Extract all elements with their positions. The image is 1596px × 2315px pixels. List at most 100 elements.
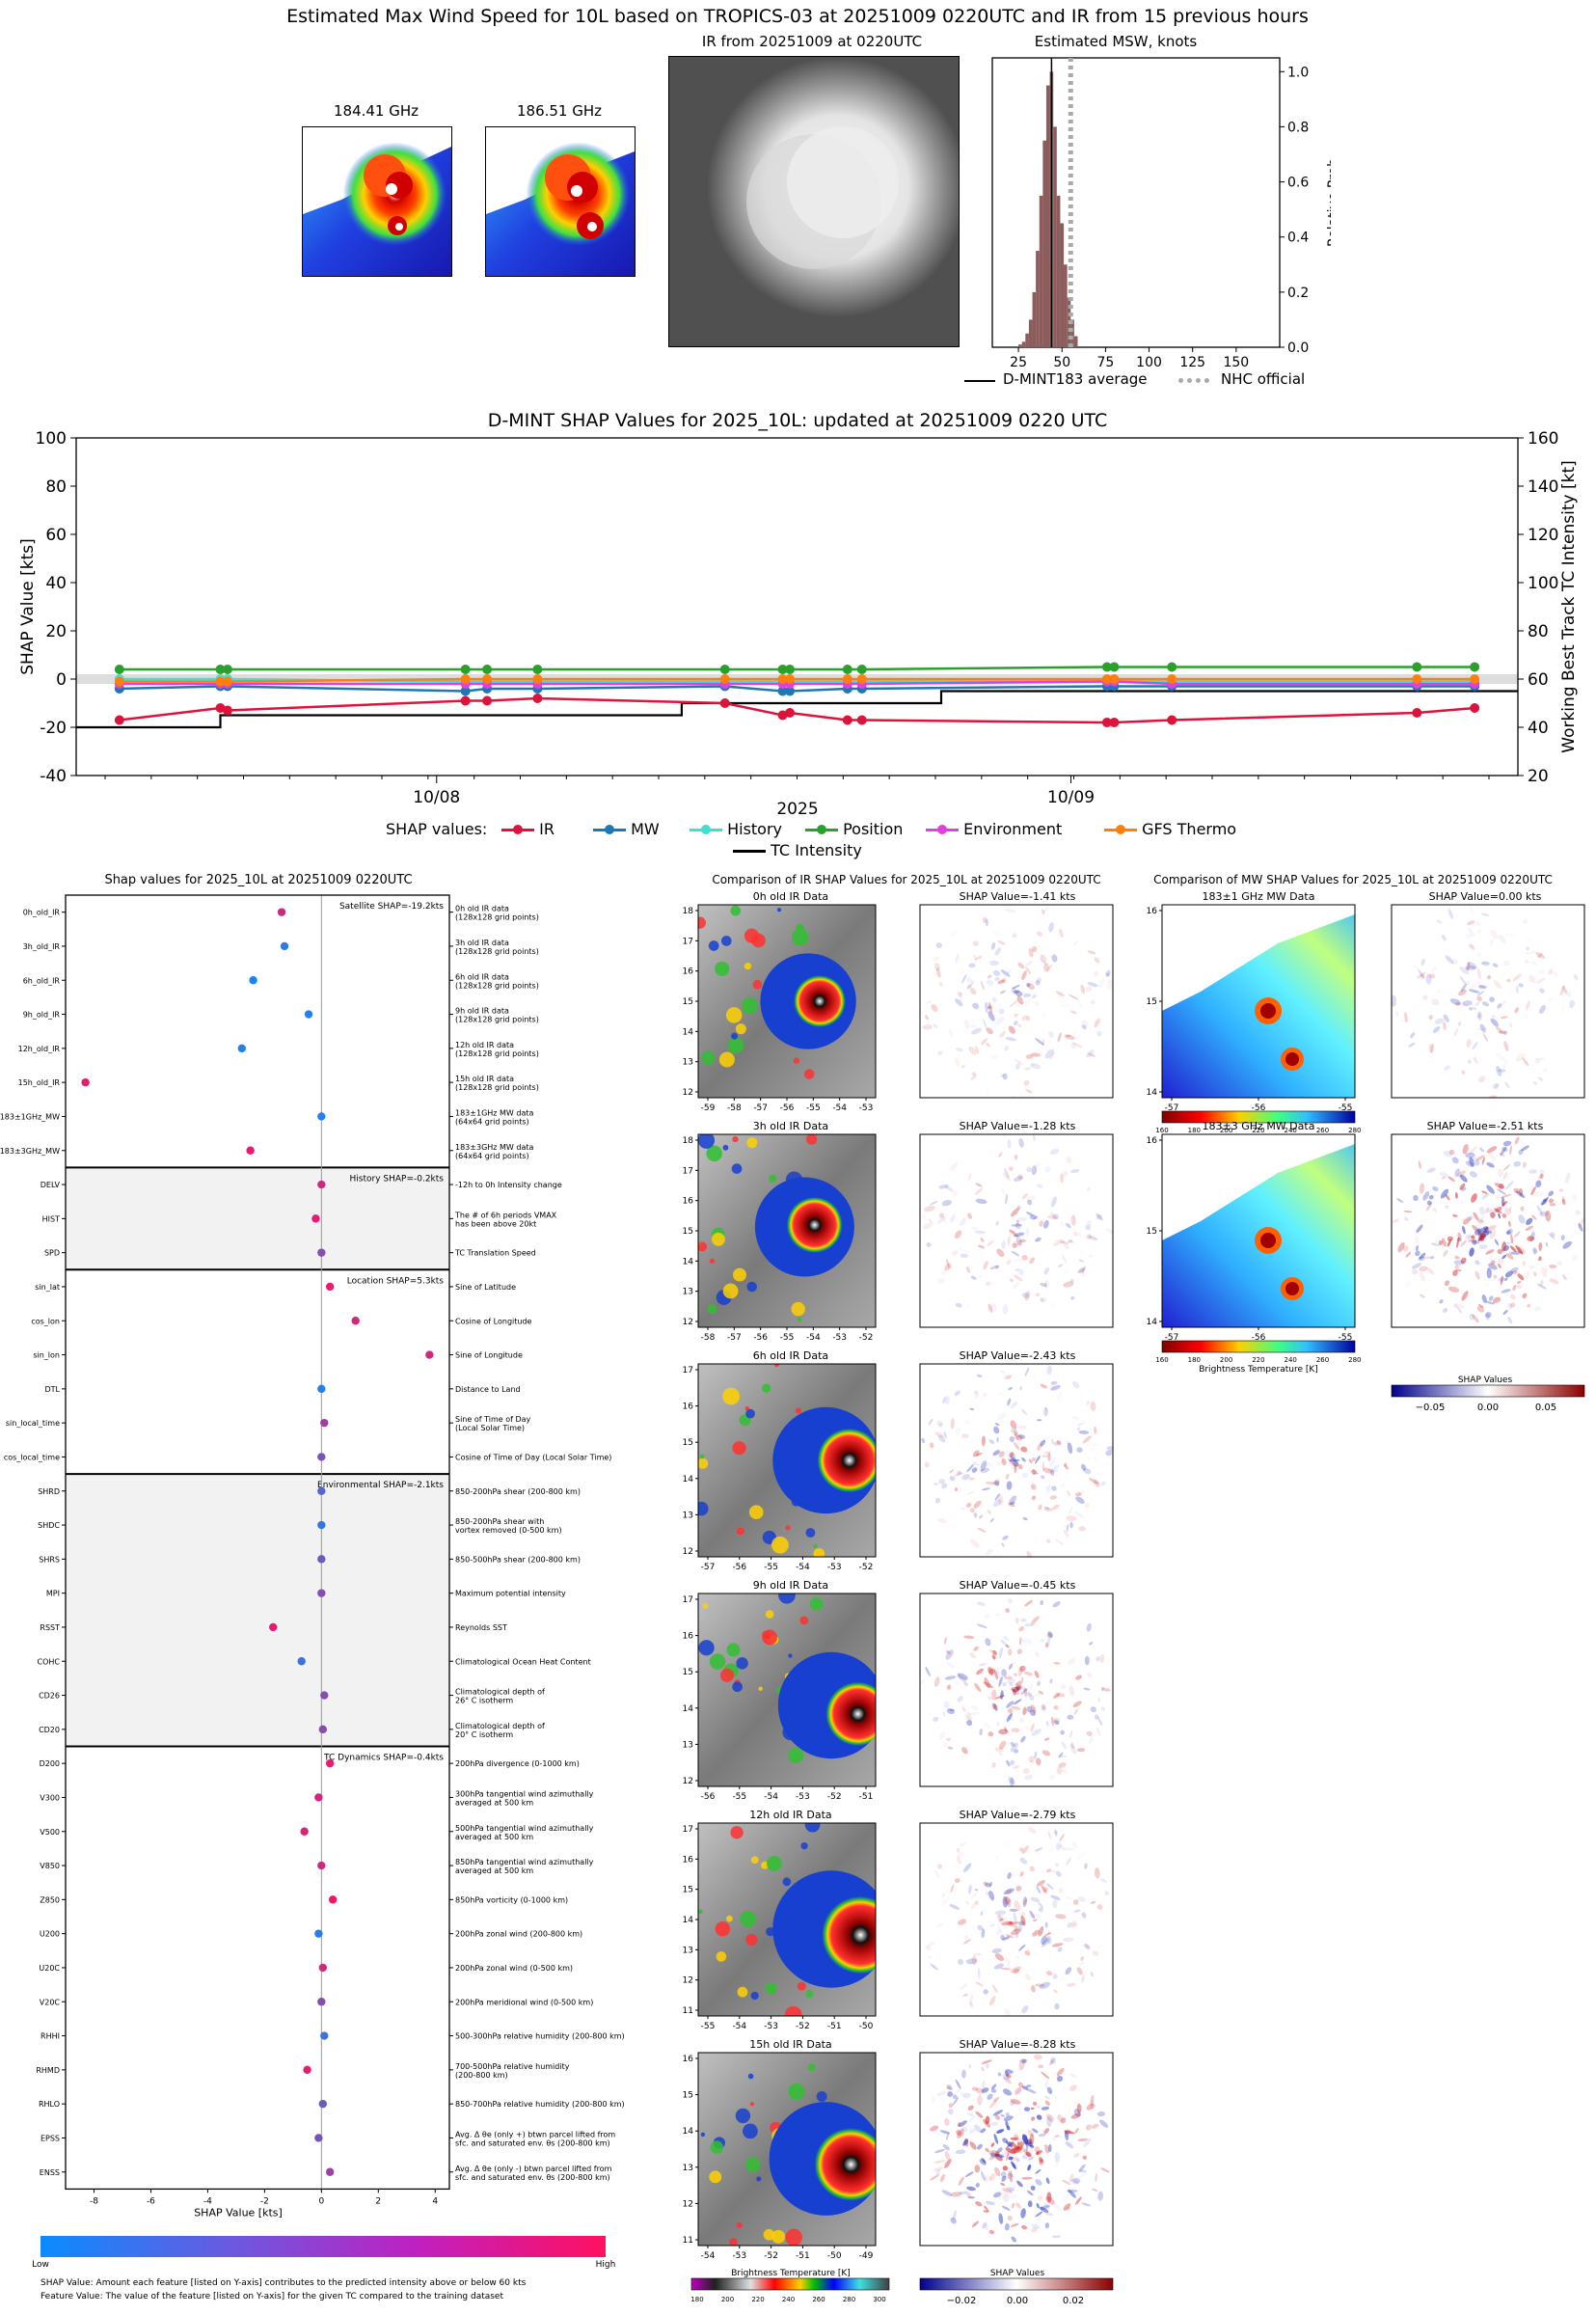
shap-blob (993, 2133, 999, 2144)
ts-chart: -40-200204060801002040608010012014016010… (18, 429, 1579, 807)
shap-blob (1028, 1826, 1037, 1835)
shap-blob (1539, 1169, 1546, 1174)
shap-blob (968, 1884, 972, 1894)
shap-blob (1481, 1157, 1485, 1165)
shap-blob (1460, 1186, 1467, 1191)
shap-blob (1018, 1920, 1025, 1926)
shap-blob (1046, 1539, 1051, 1543)
shap-blob (956, 2130, 962, 2137)
shap-blob (1007, 1398, 1012, 1406)
shap-blob (1070, 1214, 1076, 1226)
shap-blob (957, 1696, 963, 1702)
feat-row-desc2: (128x128 grid points) (455, 1016, 539, 1024)
shap-blob (1035, 1293, 1040, 1297)
shap-blob (1021, 2134, 1029, 2145)
shap-blob (1050, 1385, 1061, 1391)
shap-blob (1045, 2196, 1055, 2205)
shap-blob (1044, 1451, 1051, 1455)
legend-avg-line (964, 380, 995, 382)
feat-row-desc: 12h old IR data (455, 1041, 514, 1049)
shap-blob (1015, 997, 1018, 1008)
shap-blob (1494, 980, 1501, 990)
shap-blob (1526, 1000, 1530, 1011)
shap-blob (1460, 1257, 1467, 1265)
img-ytick-label: 13 (683, 1946, 693, 1955)
ir-cloud-cell (769, 1174, 777, 1183)
shap-blob (1005, 2147, 1016, 2155)
shap-blob (988, 2229, 994, 2235)
shap-blob (1447, 1286, 1460, 1293)
shap-blob (1410, 1032, 1416, 1039)
shap-blob (990, 2121, 998, 2126)
ir-compare-title: Comparison of IR SHAP Values for 2025_10… (712, 873, 1101, 886)
shap-blob (1445, 1205, 1449, 1210)
shap-blob (1531, 1191, 1544, 1197)
shap-blob (1047, 1931, 1052, 1935)
shap-blob (1036, 2151, 1040, 2156)
shap-blob (1009, 1777, 1014, 1786)
shap-blob (1054, 2002, 1060, 2010)
shap-blob (1505, 1230, 1511, 1235)
shap-blob (983, 2210, 988, 2213)
shap-blob (1476, 929, 1482, 934)
shap-blob (1501, 1241, 1506, 1252)
feat-row-name: SPD (44, 1249, 60, 1258)
feat-row-name: SHRS (39, 1555, 60, 1564)
shap-blob (953, 2210, 957, 2220)
shap-blob (1014, 1749, 1019, 1754)
shap-blob (1392, 994, 1397, 1007)
shap-blob (969, 2002, 973, 2008)
ir-cloud-cell (736, 1527, 744, 1536)
shap-blob (974, 1889, 979, 1892)
shap-blob (1011, 2236, 1016, 2243)
shap-blob (1476, 995, 1482, 1001)
feat-row-desc2: (128x128 grid points) (455, 947, 539, 956)
feat-row-name: 15h_old_IR (18, 1078, 61, 1087)
shap-blob (1024, 1367, 1030, 1376)
shap-blob (1010, 2222, 1019, 2227)
shap-blob (1024, 1291, 1031, 1301)
shap-blob (1519, 1187, 1524, 1196)
feat-group-label: Satellite SHAP=-19.2kts (339, 902, 444, 912)
mw-shap-cbar-tick: −0.05 (1416, 1403, 1446, 1413)
ts-ytick-right-label: 100 (1528, 574, 1558, 593)
shap-blob (1045, 2177, 1050, 2185)
shap-blob (1454, 1303, 1465, 1309)
shap-blob (1067, 1922, 1078, 1928)
shap-blob (1074, 1511, 1085, 1518)
shap-blob (1090, 1000, 1096, 1005)
mw1-image (302, 126, 452, 277)
shap-blob (968, 2128, 976, 2134)
shap-blob (1498, 1212, 1501, 1219)
shap-blob (951, 1189, 959, 1196)
shap-blob (1404, 1012, 1408, 1023)
shap-blob (1403, 1245, 1409, 1252)
shap-blob (1533, 1306, 1542, 1312)
shap-blob (1537, 1057, 1546, 1060)
shap-blob (1009, 1458, 1020, 1462)
feat-row-name: D200 (40, 1759, 60, 1768)
shap-blob (1024, 1774, 1033, 1781)
feat-row-desc2: has been above 20kt (455, 1219, 536, 1228)
ts-legend-item-ir: IR (501, 820, 555, 838)
shap-blob (970, 1539, 980, 1548)
shap-blob (1086, 1219, 1093, 1226)
shap-blob (959, 1217, 966, 1227)
shap-blob (1033, 1691, 1044, 1698)
shap-blob (1061, 1254, 1068, 1264)
shap-blob (1066, 2189, 1078, 2193)
shap-blob (980, 980, 985, 991)
shap-blob (1418, 1256, 1425, 1262)
ir-cloud-cell (725, 1915, 733, 1922)
shap-blob (1069, 2084, 1077, 2092)
shap-blob (1428, 1043, 1434, 1053)
shap-blob (922, 1024, 933, 1030)
shap-blob (975, 1183, 983, 1187)
shap-blob (979, 1729, 983, 1736)
shap-blob (1068, 1239, 1073, 1243)
shap-blob (983, 1989, 988, 1995)
shap-blob (1540, 1266, 1548, 1278)
shap-blob (1477, 1303, 1484, 1308)
shap-blob (1480, 961, 1491, 966)
shap-blob (1396, 1198, 1404, 1204)
